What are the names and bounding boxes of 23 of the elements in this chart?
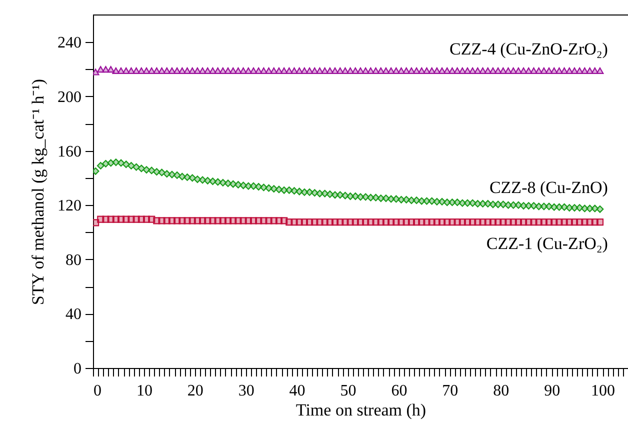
- x-tick-label: 0: [94, 382, 102, 400]
- x-tick-label: 10: [136, 382, 152, 400]
- y-tick-label: 0: [74, 360, 82, 378]
- x-tick-label: 60: [391, 382, 408, 400]
- series-label: CZZ-8 (Cu-ZnO): [489, 178, 608, 198]
- x-tick-label: 100: [591, 382, 616, 400]
- x-tick-label: 70: [442, 382, 458, 400]
- y-tick-label: 80: [66, 252, 82, 269]
- y-axis-title: STY of methanol (g kg_cat⁻¹ h⁻¹): [28, 79, 48, 305]
- x-tick-label: 50: [340, 382, 356, 400]
- series-label: CZZ-1 (Cu-ZrO₂): [486, 234, 608, 254]
- x-tick-label: 90: [544, 382, 560, 400]
- x-tick-label: 20: [187, 382, 204, 400]
- x-tick-label: 80: [493, 382, 510, 400]
- y-tick-label: 40: [66, 306, 82, 324]
- x-axis-title: Time on stream (h): [296, 400, 426, 420]
- y-tick-label: 200: [58, 88, 82, 106]
- series-label: CZZ-4 (Cu-ZnO-ZrO₂): [450, 40, 608, 59]
- x-tick-label: 40: [289, 382, 306, 400]
- x-tick-label: 30: [238, 382, 254, 400]
- y-tick-label: 160: [58, 143, 82, 160]
- y-tick-label: 120: [58, 198, 82, 215]
- y-tick-label: 240: [58, 34, 82, 52]
